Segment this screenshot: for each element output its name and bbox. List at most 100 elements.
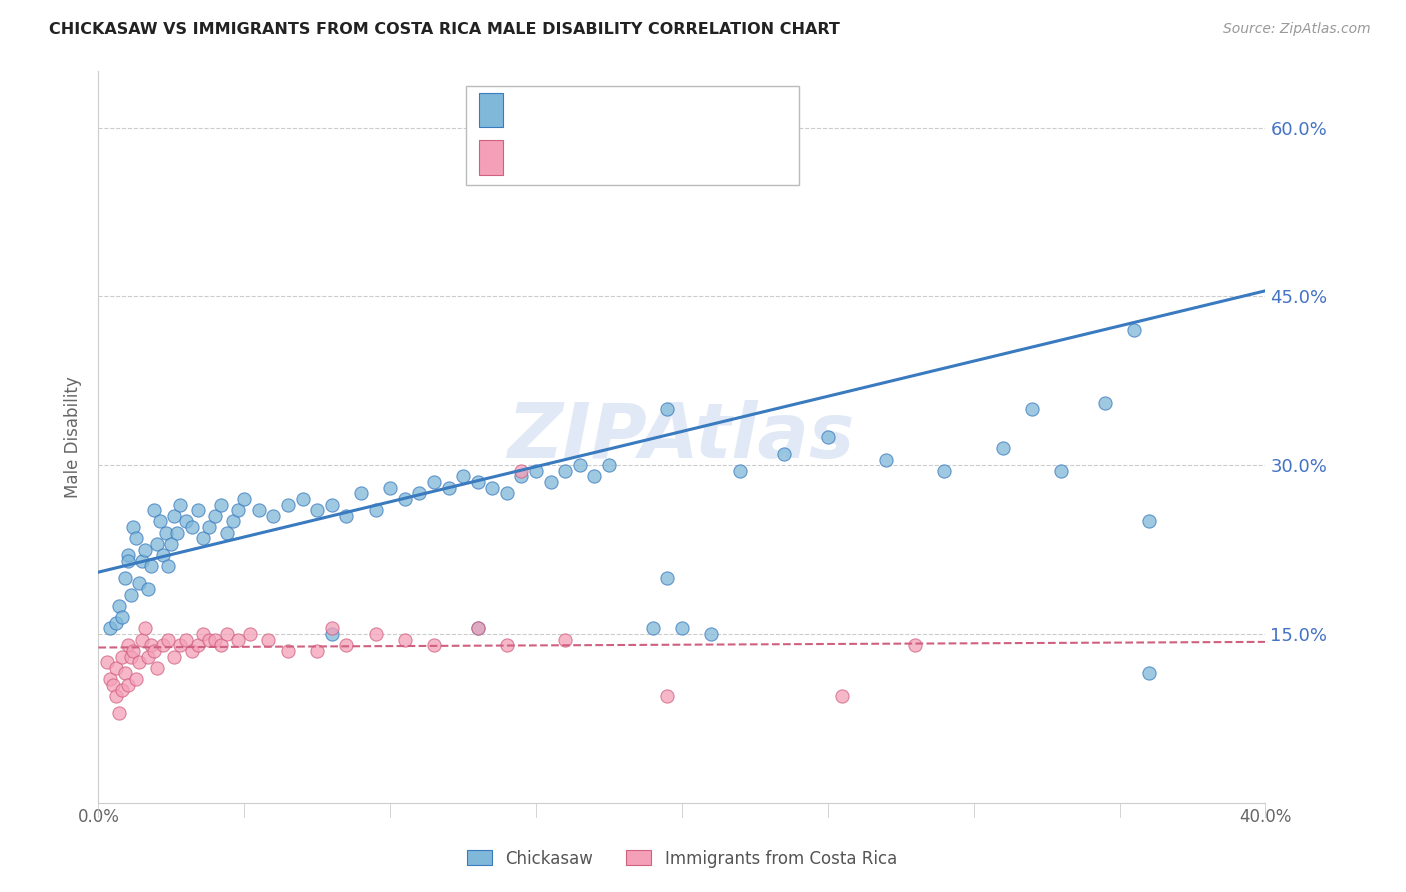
Point — [233, 491, 256, 506]
Point — [169, 638, 191, 652]
Point — [166, 525, 188, 540]
Point — [215, 525, 238, 540]
Point — [307, 503, 329, 517]
Point — [122, 520, 145, 534]
Point — [657, 571, 679, 585]
Point — [152, 548, 174, 562]
Point — [128, 655, 150, 669]
Point — [817, 430, 839, 444]
Point — [1123, 323, 1146, 337]
Point — [131, 554, 153, 568]
Legend: Chickasaw, Immigrants from Costa Rica: Chickasaw, Immigrants from Costa Rica — [467, 849, 897, 868]
Point — [277, 498, 299, 512]
Point — [155, 525, 177, 540]
Point — [554, 464, 576, 478]
Point — [117, 638, 139, 652]
Point — [152, 638, 174, 652]
Point — [108, 599, 131, 613]
Point — [671, 621, 693, 635]
Point — [111, 610, 134, 624]
Point — [198, 632, 221, 647]
Point — [262, 508, 284, 523]
Point — [228, 632, 250, 647]
Point — [350, 486, 373, 500]
Point — [131, 632, 153, 647]
Point — [114, 571, 136, 585]
Point — [198, 520, 221, 534]
Point — [163, 508, 186, 523]
Point — [120, 588, 142, 602]
Point — [335, 508, 357, 523]
Point — [641, 621, 664, 635]
Point — [169, 498, 191, 512]
Point — [108, 706, 131, 720]
Point — [657, 401, 679, 416]
Point — [209, 498, 232, 512]
Point — [117, 548, 139, 562]
Point — [193, 532, 215, 546]
Point — [111, 649, 134, 664]
Point — [831, 689, 853, 703]
Point — [239, 627, 262, 641]
Point — [540, 475, 562, 489]
Point — [408, 486, 430, 500]
Point — [204, 508, 226, 523]
Point — [1137, 666, 1160, 681]
Point — [437, 481, 460, 495]
Point — [163, 649, 186, 664]
Point — [187, 503, 209, 517]
Text: Source: ZipAtlas.com: Source: ZipAtlas.com — [1223, 22, 1371, 37]
Point — [256, 632, 278, 647]
Point — [364, 503, 387, 517]
Point — [277, 644, 299, 658]
Point — [1050, 464, 1073, 478]
Point — [98, 621, 121, 635]
Point — [136, 582, 159, 596]
Point — [394, 491, 416, 506]
Point — [423, 475, 446, 489]
Point — [96, 655, 118, 669]
Point — [125, 532, 148, 546]
Point — [180, 520, 202, 534]
Point — [583, 469, 606, 483]
Point — [136, 649, 159, 664]
Point — [307, 644, 329, 658]
Point — [321, 498, 343, 512]
Point — [139, 638, 162, 652]
Point — [117, 678, 139, 692]
Point — [134, 542, 156, 557]
Point — [291, 491, 314, 506]
Point — [174, 515, 197, 529]
Point — [139, 559, 162, 574]
Point — [187, 638, 209, 652]
Point — [128, 576, 150, 591]
Point — [209, 638, 232, 652]
Point — [1094, 396, 1116, 410]
Point — [160, 537, 183, 551]
Point — [204, 632, 226, 647]
Point — [1021, 401, 1043, 416]
Point — [773, 447, 796, 461]
Point — [146, 661, 169, 675]
Point — [120, 649, 142, 664]
Point — [122, 644, 145, 658]
Point — [467, 621, 489, 635]
Point — [117, 554, 139, 568]
Point — [657, 689, 679, 703]
Point — [321, 627, 343, 641]
Point — [174, 632, 197, 647]
Point — [568, 458, 591, 473]
Point — [111, 683, 134, 698]
Point — [1137, 515, 1160, 529]
Point — [215, 627, 238, 641]
Point — [193, 627, 215, 641]
Point — [364, 627, 387, 641]
Point — [423, 638, 446, 652]
Point — [101, 678, 124, 692]
Point — [467, 621, 489, 635]
Point — [496, 638, 519, 652]
Point — [228, 503, 250, 517]
Point — [496, 486, 519, 500]
Point — [321, 621, 343, 635]
Point — [554, 632, 576, 647]
